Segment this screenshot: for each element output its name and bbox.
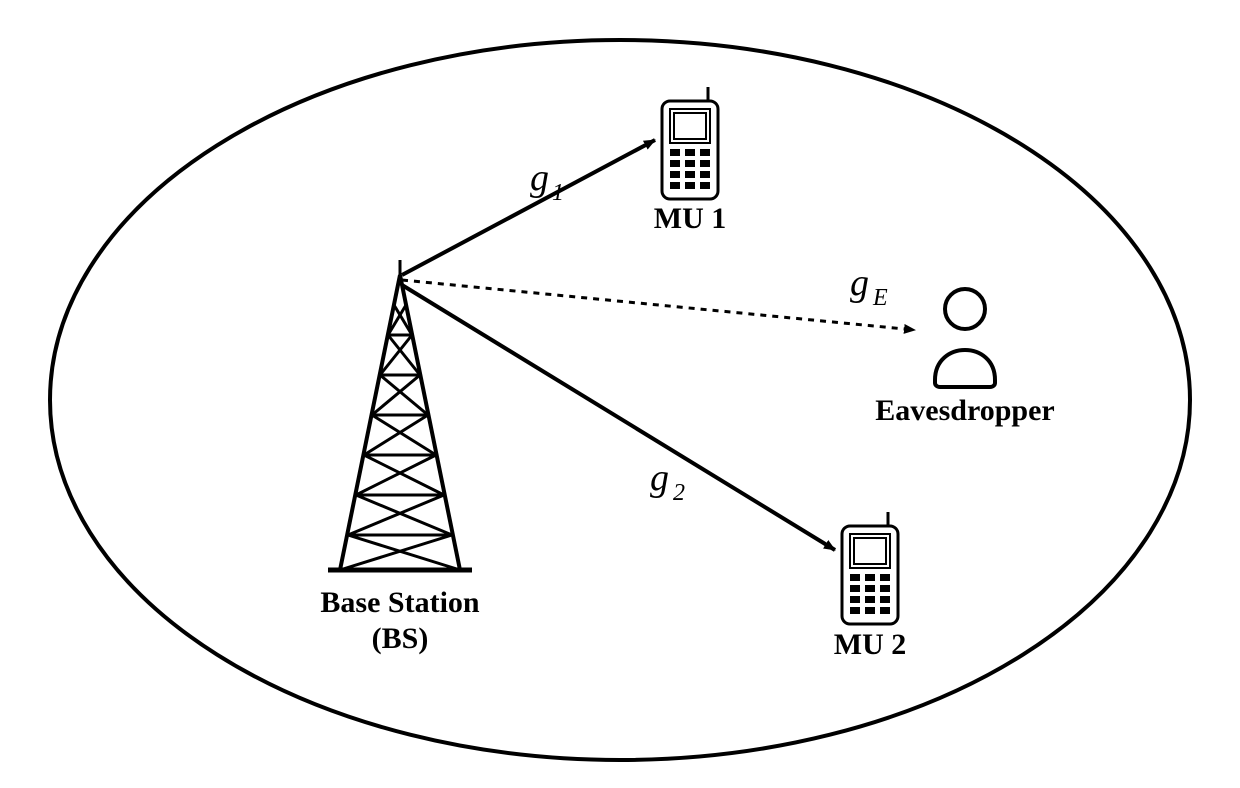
bs-label-line2: (BS)	[372, 622, 429, 655]
eavesdropper-icon	[935, 289, 995, 387]
network-diagram: Base Station (BS) MU 1	[0, 0, 1240, 788]
eavesdropper-label: Eavesdropper	[875, 394, 1054, 427]
gain-label-g2: g 2	[650, 457, 685, 506]
svg-text:2: 2	[673, 480, 685, 506]
base-station-icon	[328, 260, 472, 570]
gain-label-gE: g E	[850, 262, 888, 311]
svg-text:g: g	[650, 457, 669, 499]
mu1-icon	[662, 87, 718, 199]
bs-label-line1: Base Station	[320, 586, 480, 619]
svg-text:g: g	[850, 262, 869, 304]
mu2-label: MU 2	[834, 628, 906, 661]
svg-text:1: 1	[552, 180, 564, 206]
svg-text:g: g	[530, 157, 549, 199]
mu1-label: MU 1	[654, 202, 726, 235]
svg-text:E: E	[872, 285, 888, 311]
mu2-icon	[842, 512, 898, 624]
link-g2	[402, 285, 835, 550]
link-g1	[402, 140, 655, 275]
link-gE	[402, 280, 915, 330]
gain-label-g1: g 1	[530, 157, 564, 206]
